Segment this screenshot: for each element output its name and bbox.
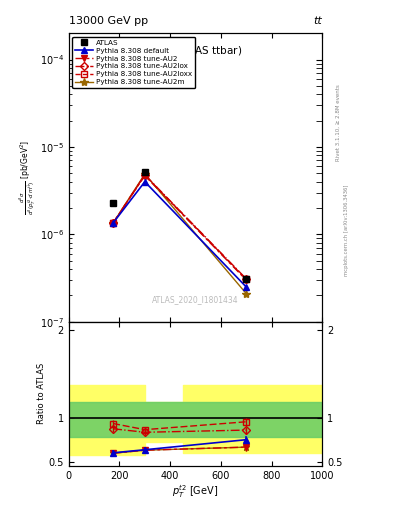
Text: ATLAS_2020_I1801434: ATLAS_2020_I1801434 [152, 295, 239, 305]
Text: $p_T^{top}$ (ATLAS ttbar): $p_T^{top}$ (ATLAS ttbar) [149, 42, 242, 60]
Text: Rivet 3.1.10, ≥ 2.8M events: Rivet 3.1.10, ≥ 2.8M events [336, 84, 341, 161]
Y-axis label: $\frac{d^2\sigma}{d^2(p_T^{t2}{\cdot}d\,m^{t\bar{t}})}$ [pb/GeV$^2$]: $\frac{d^2\sigma}{d^2(p_T^{t2}{\cdot}d\,… [18, 140, 39, 215]
X-axis label: $p_T^{t2}$ [GeV]: $p_T^{t2}$ [GeV] [173, 483, 219, 500]
Text: mcplots.cern.ch [arXiv:1306.3436]: mcplots.cern.ch [arXiv:1306.3436] [344, 185, 349, 276]
Text: tt: tt [314, 15, 322, 26]
Y-axis label: Ratio to ATLAS: Ratio to ATLAS [37, 363, 46, 424]
Text: 13000 GeV pp: 13000 GeV pp [69, 15, 148, 26]
Legend: ATLAS, Pythia 8.308 default, Pythia 8.308 tune-AU2, Pythia 8.308 tune-AU2lox, Py: ATLAS, Pythia 8.308 default, Pythia 8.30… [72, 37, 195, 88]
